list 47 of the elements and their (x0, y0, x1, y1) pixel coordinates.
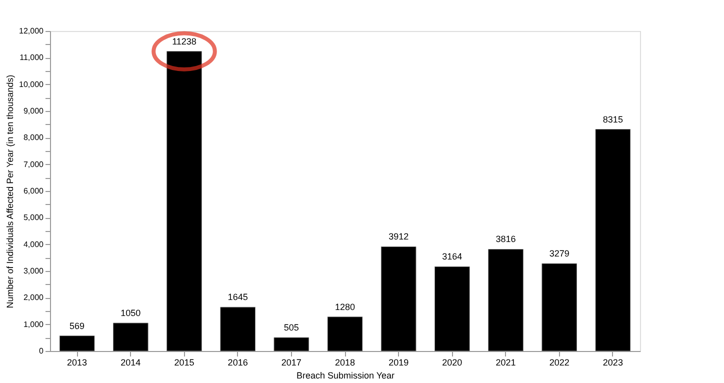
x-tick-label: 2014 (120, 358, 141, 368)
data-label: 3912 (388, 232, 409, 242)
data-label: 8315 (602, 114, 623, 124)
y-tick-label: 7,000 (23, 160, 44, 169)
x-tick-label: 2013 (67, 358, 88, 368)
y-tick-label: 8,000 (23, 133, 44, 142)
y-tick-label: 12,000 (19, 26, 44, 36)
x-tick-label: 2018 (334, 358, 356, 368)
y-tick-label: 6,000 (23, 186, 44, 196)
data-label: 3816 (496, 234, 516, 244)
bar (220, 306, 256, 352)
y-tick-label: 10,000 (19, 80, 44, 89)
bar (112, 322, 148, 352)
x-tick-label: 2017 (281, 358, 302, 368)
bar (595, 129, 631, 352)
data-label: 3279 (549, 248, 570, 259)
y-tick-label: 1,000 (23, 320, 44, 329)
x-tick-label: 2020 (442, 358, 462, 368)
data-label: 569 (70, 320, 85, 331)
data-label: 1050 (120, 308, 141, 318)
bar (488, 248, 524, 352)
x-tick-label: 2021 (496, 358, 516, 368)
data-label: 3164 (442, 252, 462, 262)
y-tick-label: 0 (39, 346, 44, 356)
x-tick-label: 2015 (174, 358, 194, 368)
x-tick-label: 2022 (549, 358, 570, 368)
data-label: 505 (284, 322, 299, 333)
data-label: 11238 (172, 36, 196, 46)
y-tick-label: 4,000 (23, 240, 44, 249)
bar (542, 263, 578, 352)
x-tick-label: 2023 (602, 358, 623, 368)
y-tick-label: 2,000 (23, 293, 44, 302)
y-tick-label: 11,000 (20, 53, 44, 62)
y-tick-label: 9,000 (23, 106, 44, 116)
bar (59, 336, 95, 352)
y-axis-title: Number of Individuals Affected Per Year (in ten thousands) (5, 74, 16, 308)
data-label: 1645 (228, 292, 248, 302)
y-tick-label: 5,000 (23, 213, 44, 222)
bar (327, 316, 363, 352)
bar (380, 246, 416, 352)
x-tick-label: 2019 (388, 358, 409, 368)
x-tick-label: 2016 (228, 358, 248, 368)
x-axis-title: Breach Submission Year (296, 370, 395, 380)
y-tick-label: 3,000 (23, 266, 44, 276)
bar (274, 337, 310, 352)
data-label: 1280 (334, 302, 356, 312)
bar (434, 266, 470, 352)
